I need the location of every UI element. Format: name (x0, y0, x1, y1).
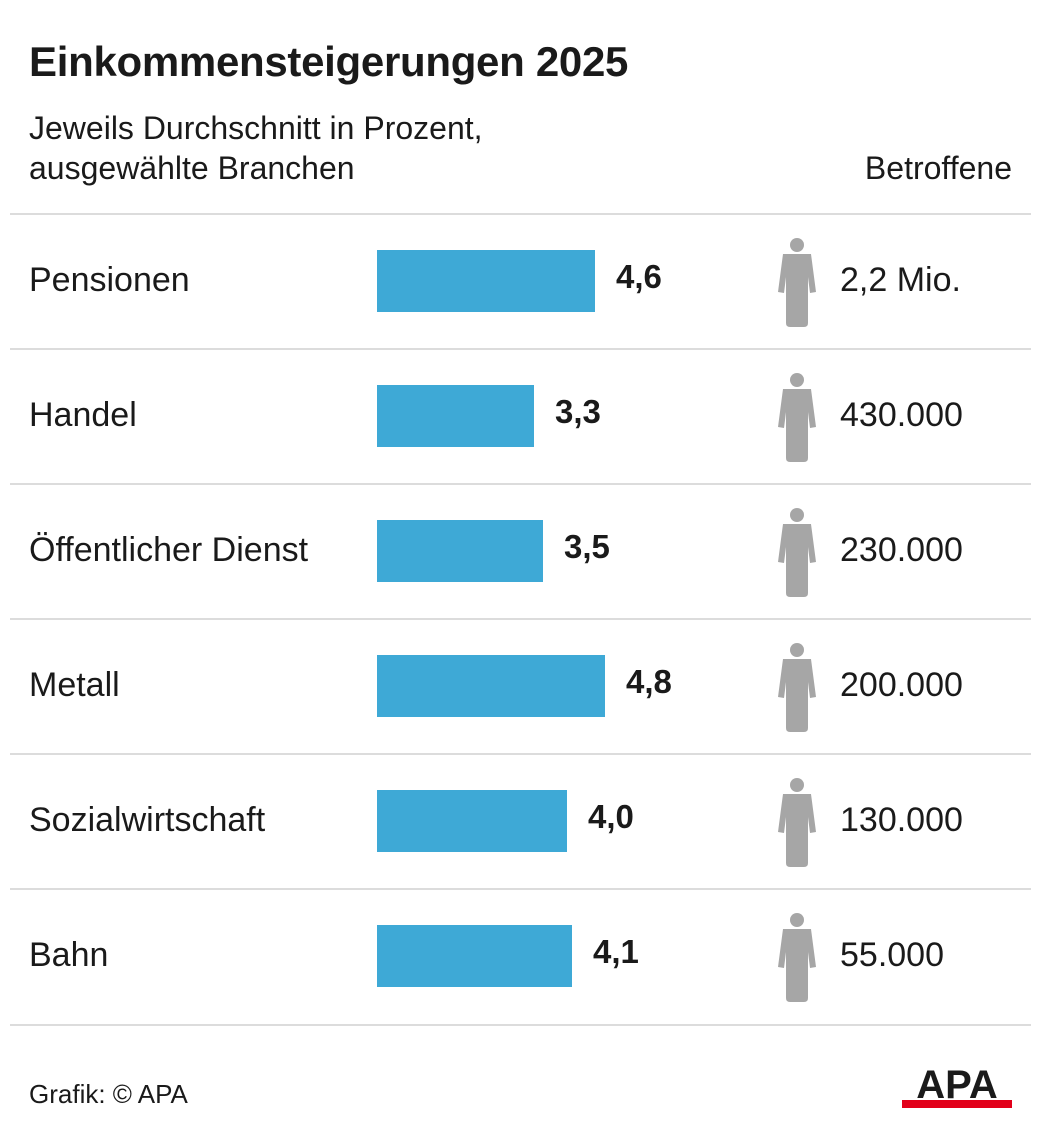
bar-value-label: 3,3 (555, 393, 601, 430)
bar (377, 655, 605, 717)
bar (377, 250, 595, 312)
person-icon (778, 643, 816, 732)
category-label: Pensionen (29, 261, 190, 299)
apa-logo-bar (902, 1100, 1012, 1108)
bar-value-label: 3,5 (564, 528, 610, 565)
subtitle-line-1: Jeweils Durchschnitt in Prozent, (29, 110, 483, 146)
bar-value-label: 4,8 (626, 663, 672, 700)
category-label: Metall (29, 666, 120, 704)
chart-title: Einkommensteigerungen 2025 (29, 38, 629, 85)
bar (377, 385, 534, 447)
chart-row: Öffentlicher Dienst 3,5 230.000 (10, 483, 1031, 619)
chart-row: Handel 3,3 430.000 (10, 348, 1031, 484)
category-label: Handel (29, 396, 137, 434)
affected-column-header: Betroffene (864, 150, 1012, 186)
chart-row: Metall 4,8 200.000 (10, 618, 1031, 754)
person-icon (778, 373, 816, 462)
person-icon (778, 778, 816, 867)
affected-count: 430.000 (840, 396, 963, 434)
person-icon (778, 508, 816, 597)
bar (377, 790, 567, 852)
affected-count: 230.000 (840, 531, 963, 569)
category-label: Sozialwirtschaft (29, 801, 266, 839)
bar (377, 925, 572, 987)
chart-row: Sozialwirtschaft 4,0 130.000 (10, 753, 1031, 889)
category-label: Öffentlicher Dienst (29, 531, 309, 569)
bar-value-label: 4,6 (616, 258, 662, 295)
person-icon (778, 913, 816, 1002)
category-label: Bahn (29, 936, 109, 974)
chart-row: Bahn 4,1 55.000 (10, 888, 1031, 1026)
bar-value-label: 4,1 (593, 933, 639, 970)
source-credit: Grafik: © APA (29, 1079, 188, 1109)
bar (377, 520, 543, 582)
subtitle-line-2: ausgewählte Branchen (29, 150, 355, 186)
person-icon (778, 238, 816, 327)
apa-logo-icon: APA (902, 1063, 1012, 1108)
apa-logo-text: APA (916, 1063, 997, 1107)
affected-count: 2,2 Mio. (840, 261, 961, 299)
chart-subtitle: Jeweils Durchschnitt in Prozent, ausgewä… (29, 108, 483, 188)
chart-row: Pensionen 4,6 2,2 Mio. (10, 213, 1031, 349)
bar-value-label: 4,0 (588, 798, 634, 835)
affected-count: 55.000 (840, 936, 944, 974)
affected-count: 200.000 (840, 666, 963, 704)
affected-count: 130.000 (840, 801, 963, 839)
